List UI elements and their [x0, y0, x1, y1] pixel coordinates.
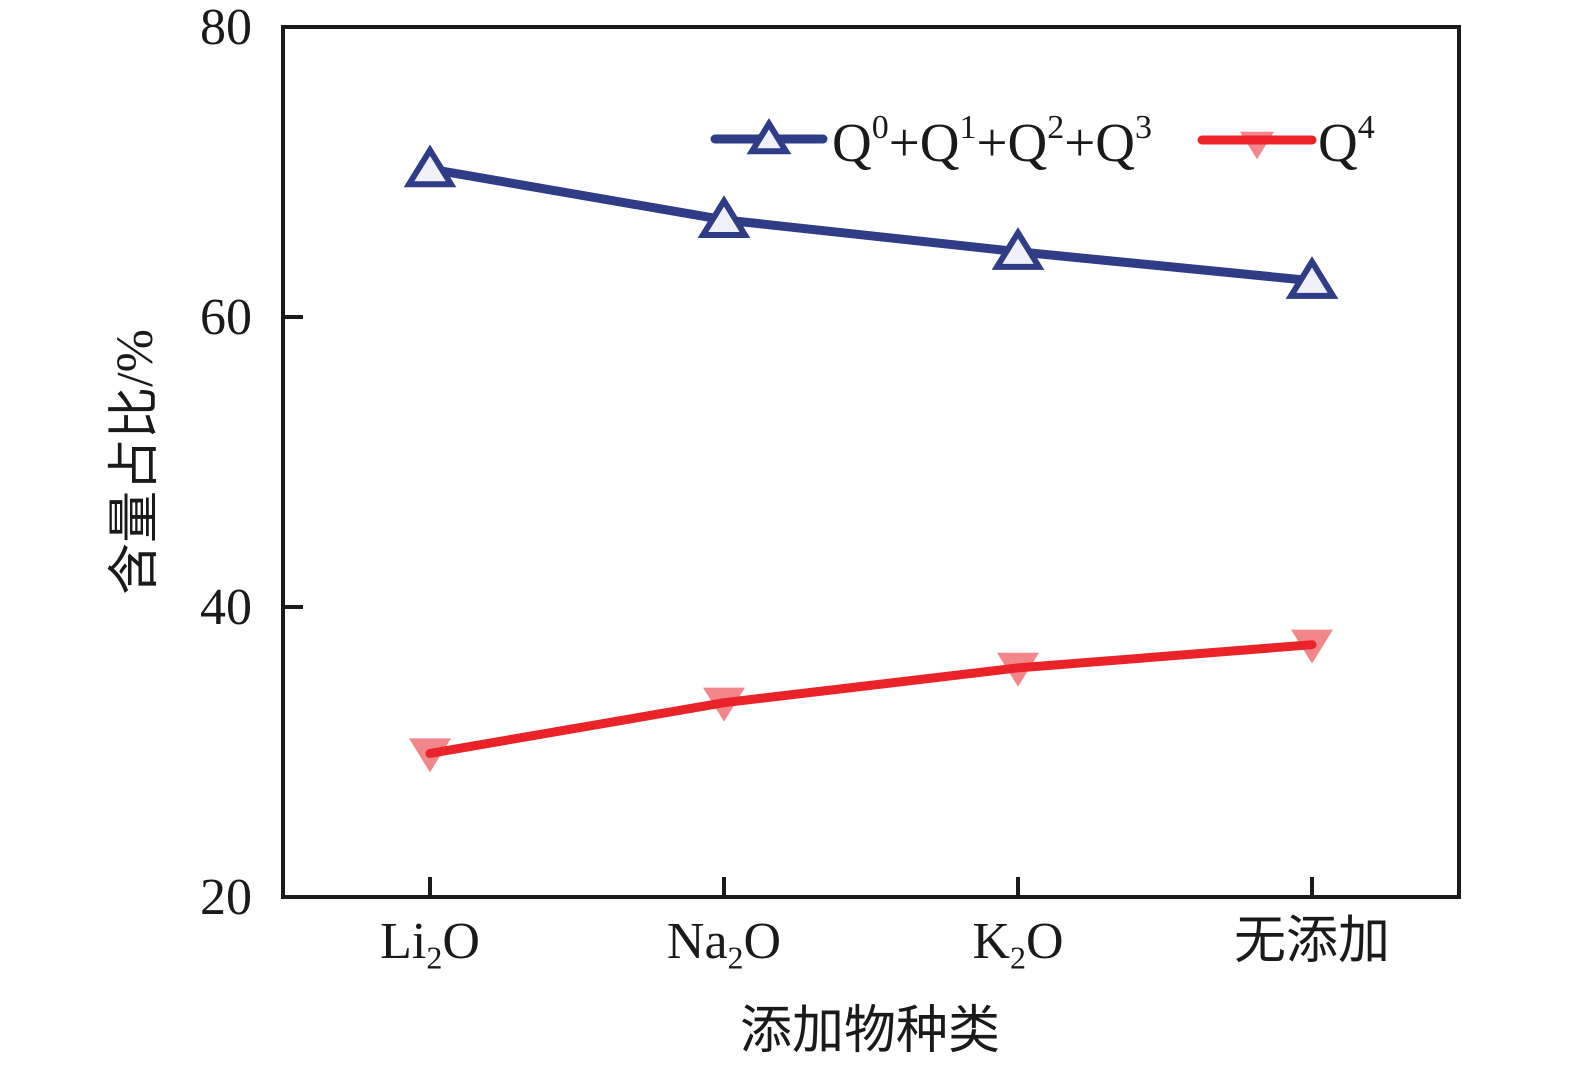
data-marker-series-2 [703, 687, 745, 722]
series-line-2 [425, 640, 1317, 758]
data-marker-series-1 [991, 227, 1045, 270]
plot-border [281, 25, 1461, 899]
legend-label-2: Q4 [1318, 109, 1375, 173]
x-axis-title: 添加物种类 [740, 1003, 1000, 1060]
data-marker-series-2 [1291, 629, 1333, 664]
legend-label-1: Q0+Q1+Q2+Q3 [832, 109, 1152, 173]
x-tick-label: K2O [972, 913, 1063, 975]
series-line-1 [425, 164, 1317, 286]
legend-marker-1 [746, 117, 792, 155]
legend-marker-2 [1240, 131, 1274, 160]
x-tick-label: Li2O [380, 913, 480, 975]
y-tick-label: 20 [200, 869, 252, 926]
y-axis-tick-labels: 20 40 60 80 [200, 0, 252, 926]
data-marker-series-2 [997, 652, 1039, 687]
data-marker-series-1 [697, 195, 751, 238]
x-axis-tick-labels: Li2O Na2O K2O 无添加 [380, 913, 1390, 975]
y-tick-label: 60 [200, 289, 252, 346]
legend: Q0+Q1+Q2+Q3 Q4 [710, 109, 1375, 173]
data-marker-series-2 [409, 738, 451, 773]
series-layer [403, 144, 1339, 773]
data-marker-series-1 [1285, 256, 1339, 299]
y-tick-label: 40 [200, 579, 252, 636]
y-tick-label: 80 [200, 0, 252, 56]
x-tick-label: 无添加 [1234, 913, 1390, 970]
data-marker-series-1 [403, 144, 457, 188]
y-axis-title: 含量占比/% [107, 329, 164, 595]
x-tick-label: Na2O [667, 913, 781, 975]
axis-ticks [283, 25, 1314, 899]
